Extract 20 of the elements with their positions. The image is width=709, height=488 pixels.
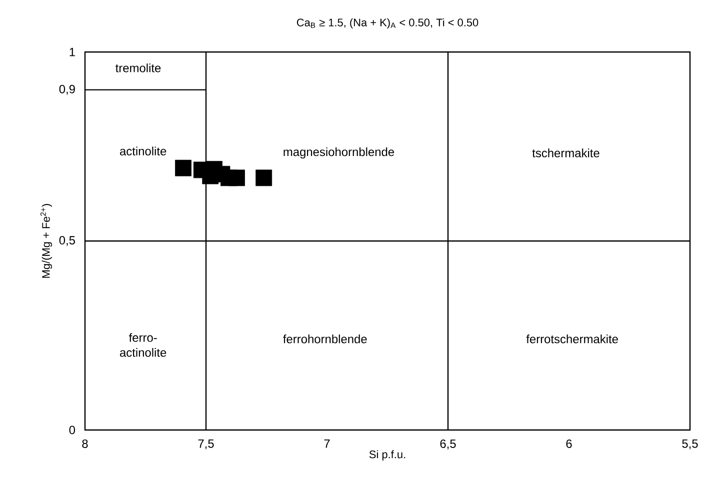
annotation: ferrohornblende xyxy=(283,334,367,344)
y-tick-label: 1 xyxy=(70,48,75,56)
x-tick-label: 5,5 xyxy=(682,440,698,450)
annotation: tschermakite xyxy=(532,148,600,158)
annotation: magnesiohornblende xyxy=(284,147,394,158)
annotation: actinolite xyxy=(120,146,166,156)
annotation: ferro- actinolite xyxy=(120,333,166,357)
y-axis-title: Mg/(Mg + Fe$^{2+}$) xyxy=(40,204,52,278)
x-tick-label: 6,5 xyxy=(440,440,456,450)
y-tick-label: 0 xyxy=(69,426,76,434)
x-tick-label: 8 xyxy=(82,440,88,448)
x-tick-label: 6 xyxy=(566,440,572,448)
x-tick-label: 7,5 xyxy=(198,440,214,450)
y-tick-label: 0,9 xyxy=(59,84,75,95)
y-tick-label: 0,5 xyxy=(59,236,75,246)
x-axis-title: Si p.f.u. xyxy=(369,450,406,460)
chart-title: Ca$_{B}$ ≥ 1.5, (Na + K)$_{A}$ < 0.50, Ti < 0.50 xyxy=(296,18,478,29)
annotation: ferrotschermakite xyxy=(526,334,618,344)
annotation: tremolite xyxy=(116,63,161,72)
x-tick-label: 7 xyxy=(324,440,330,448)
